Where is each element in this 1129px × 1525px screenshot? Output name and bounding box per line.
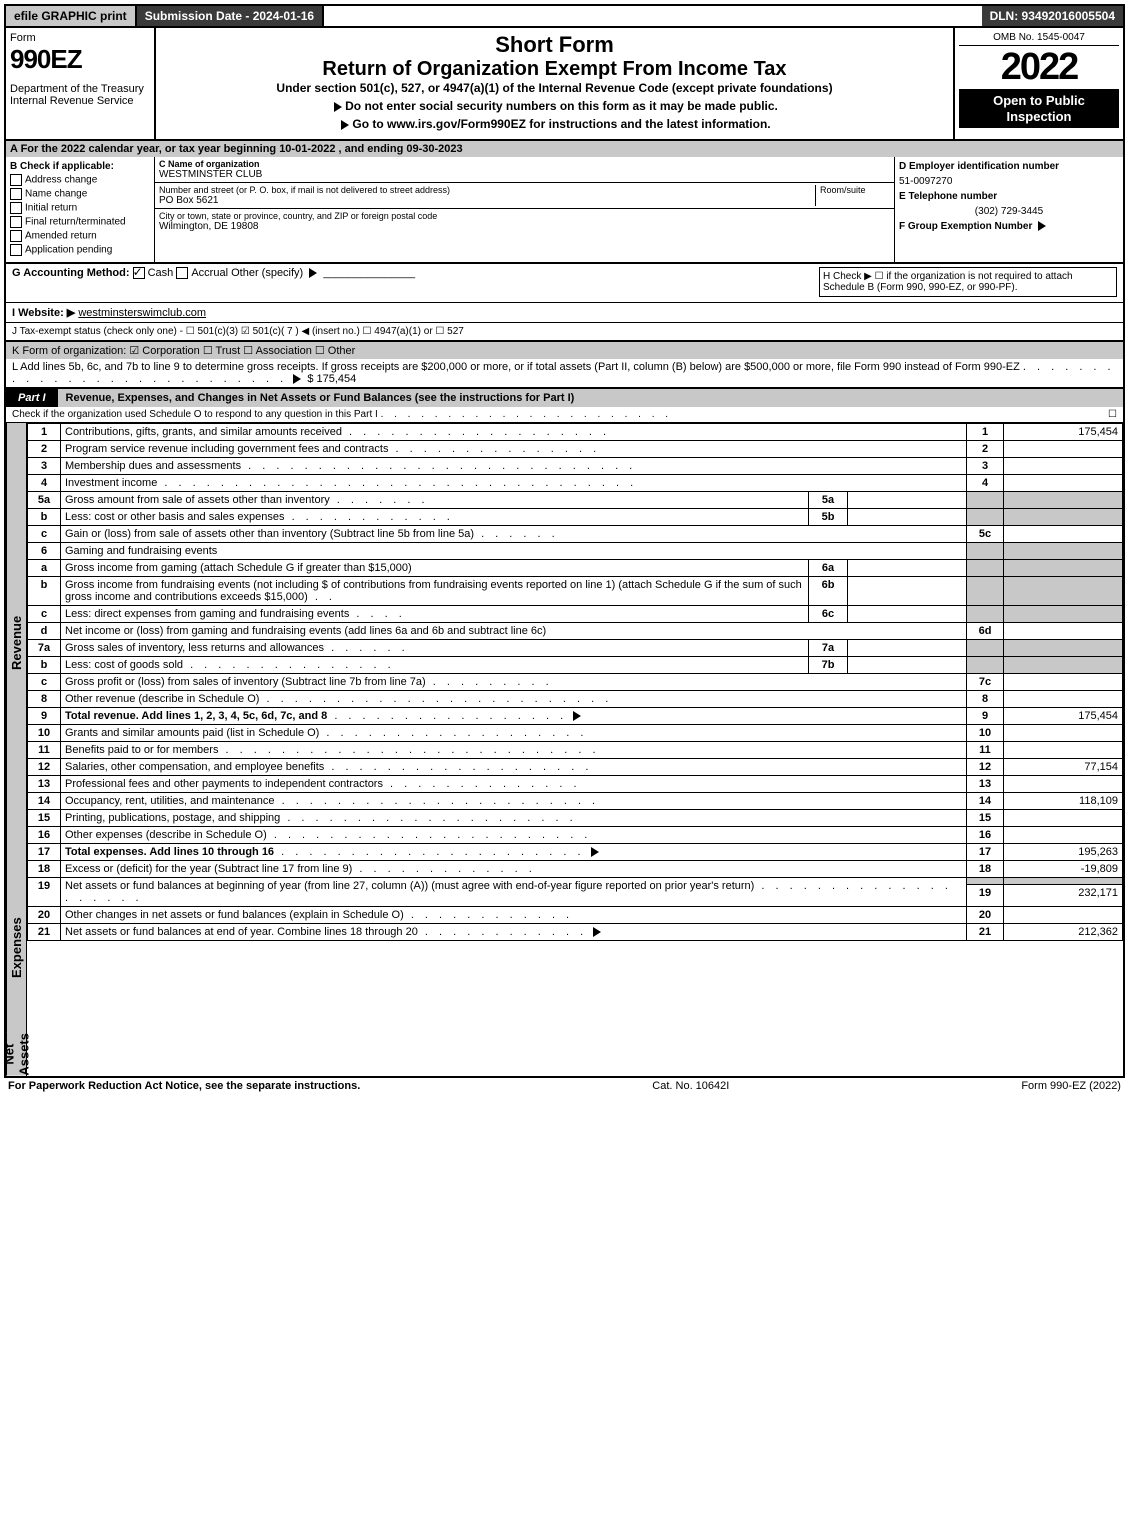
ssn-note: Do not enter social security numbers on … bbox=[162, 99, 947, 113]
line-19-value: 232,171 bbox=[1004, 884, 1123, 906]
website-value[interactable]: westminsterswimclub.com bbox=[78, 307, 206, 319]
org-name: WESTMINSTER CLUB bbox=[159, 169, 890, 180]
part-i-sub: Check if the organization used Schedule … bbox=[12, 409, 378, 420]
part-i-header: Part I Revenue, Expenses, and Changes in… bbox=[4, 389, 1125, 407]
irs-label: Internal Revenue Service bbox=[10, 95, 150, 107]
checkbox-amended-return[interactable] bbox=[10, 230, 22, 242]
org-city: Wilmington, DE 19808 bbox=[159, 221, 890, 232]
checkbox-initial-return[interactable] bbox=[10, 202, 22, 214]
section-d: D Employer identification number 51-0097… bbox=[895, 157, 1123, 262]
form-number: 990EZ bbox=[10, 44, 150, 75]
info-grid: B Check if applicable: Address change Na… bbox=[4, 157, 1125, 264]
form-header: Form 990EZ Department of the Treasury In… bbox=[4, 28, 1125, 141]
form-word: Form bbox=[10, 32, 150, 44]
section-g-h: H Check ▶ ☐ if the organization is not r… bbox=[6, 264, 1123, 303]
line-18-value: -19,809 bbox=[1004, 861, 1123, 878]
header-right: OMB No. 1545-0047 2022 Open to Public In… bbox=[953, 28, 1123, 139]
arrow-icon bbox=[1038, 221, 1046, 231]
dln-label: DLN: 93492016005504 bbox=[982, 6, 1123, 26]
section-a: A For the 2022 calendar year, or tax yea… bbox=[4, 141, 1125, 157]
part-i-title: Revenue, Expenses, and Changes in Net As… bbox=[66, 392, 1123, 404]
netassets-vertical-label: Net Assets bbox=[6, 1033, 26, 1076]
arrow-icon bbox=[309, 268, 317, 278]
section-k: K Form of organization: ☑ Corporation ☐ … bbox=[4, 342, 1125, 359]
group-label: F Group Exemption Number bbox=[899, 221, 1032, 232]
dept-treasury: Department of the Treasury bbox=[10, 83, 150, 95]
line-1-value: 175,454 bbox=[1004, 424, 1123, 441]
footer-left: For Paperwork Reduction Act Notice, see … bbox=[8, 1080, 360, 1092]
mid-section: H Check ▶ ☐ if the organization is not r… bbox=[4, 264, 1125, 342]
omb-number: OMB No. 1545-0047 bbox=[959, 32, 1119, 46]
room-label: Room/suite bbox=[820, 185, 890, 195]
arrow-icon bbox=[334, 102, 342, 112]
checkbox-address-change[interactable] bbox=[10, 174, 22, 186]
tel-value: (302) 729-3445 bbox=[899, 206, 1119, 217]
part-i-label: Part I bbox=[6, 389, 58, 407]
expenses-vertical-label: Expenses bbox=[6, 863, 26, 1033]
website-label: I Website: ▶ bbox=[12, 307, 75, 319]
section-l: L Add lines 5b, 6c, and 7b to line 9 to … bbox=[4, 359, 1125, 389]
section-l-amount: $ 175,454 bbox=[307, 373, 356, 385]
open-public-badge: Open to Public Inspection bbox=[959, 89, 1119, 128]
line-17-value: 195,263 bbox=[1004, 844, 1123, 861]
return-title: Return of Organization Exempt From Incom… bbox=[162, 58, 947, 81]
tax-year: 2022 bbox=[959, 46, 1119, 89]
org-name-label: C Name of organization bbox=[159, 159, 890, 169]
goto-link[interactable]: Go to www.irs.gov/Form990EZ for instruct… bbox=[162, 117, 947, 131]
data-table: 1Contributions, gifts, grants, and simil… bbox=[27, 423, 1123, 941]
section-j: J Tax-exempt status (check only one) - ☐… bbox=[6, 323, 1123, 340]
section-i: I Website: ▶ westminsterswimclub.com bbox=[6, 303, 1123, 323]
under-section: Under section 501(c), 527, or 4947(a)(1)… bbox=[162, 81, 947, 95]
submission-date: Submission Date - 2024-01-16 bbox=[137, 6, 324, 26]
efile-label[interactable]: efile GRAPHIC print bbox=[6, 6, 137, 26]
header-left: Form 990EZ Department of the Treasury In… bbox=[6, 28, 156, 139]
line-12-value: 77,154 bbox=[1004, 759, 1123, 776]
short-form-title: Short Form bbox=[162, 32, 947, 58]
checkbox-accrual[interactable] bbox=[176, 267, 188, 279]
line-9-value: 175,454 bbox=[1004, 708, 1123, 725]
top-bar: efile GRAPHIC print Submission Date - 20… bbox=[4, 4, 1125, 28]
header-mid: Short Form Return of Organization Exempt… bbox=[156, 28, 953, 139]
section-b-title: B Check if applicable: bbox=[10, 161, 150, 172]
section-h: H Check ▶ ☐ if the organization is not r… bbox=[819, 267, 1117, 297]
city-label: City or town, state or province, country… bbox=[159, 211, 890, 221]
checkbox-application-pending[interactable] bbox=[10, 244, 22, 256]
ein-value: 51-0097270 bbox=[899, 176, 1119, 187]
page-footer: For Paperwork Reduction Act Notice, see … bbox=[4, 1078, 1125, 1094]
revenue-vertical-label: Revenue bbox=[6, 423, 26, 863]
tel-label: E Telephone number bbox=[899, 191, 997, 202]
footer-mid: Cat. No. 10642I bbox=[652, 1080, 729, 1092]
arrow-icon bbox=[341, 120, 349, 130]
section-l-text: L Add lines 5b, 6c, and 7b to line 9 to … bbox=[12, 361, 1020, 373]
checkbox-name-change[interactable] bbox=[10, 188, 22, 200]
arrow-icon bbox=[293, 374, 301, 384]
ein-label: D Employer identification number bbox=[899, 161, 1059, 172]
section-b: B Check if applicable: Address change Na… bbox=[6, 157, 155, 262]
line-21-value: 212,362 bbox=[1004, 924, 1123, 941]
org-address: PO Box 5621 bbox=[159, 195, 811, 206]
footer-right: Form 990-EZ (2022) bbox=[1021, 1080, 1121, 1092]
checkbox-final-return[interactable] bbox=[10, 216, 22, 228]
section-c: C Name of organization WESTMINSTER CLUB … bbox=[155, 157, 895, 262]
part-i-table: Revenue Expenses Net Assets 1Contributio… bbox=[4, 423, 1125, 1078]
line-14-value: 118,109 bbox=[1004, 793, 1123, 810]
part-i-sub-check[interactable]: ☐ bbox=[1108, 409, 1117, 420]
section-g-label: G Accounting Method: bbox=[12, 267, 130, 279]
checkbox-cash[interactable] bbox=[133, 267, 145, 279]
addr-label: Number and street (or P. O. box, if mail… bbox=[159, 185, 811, 195]
